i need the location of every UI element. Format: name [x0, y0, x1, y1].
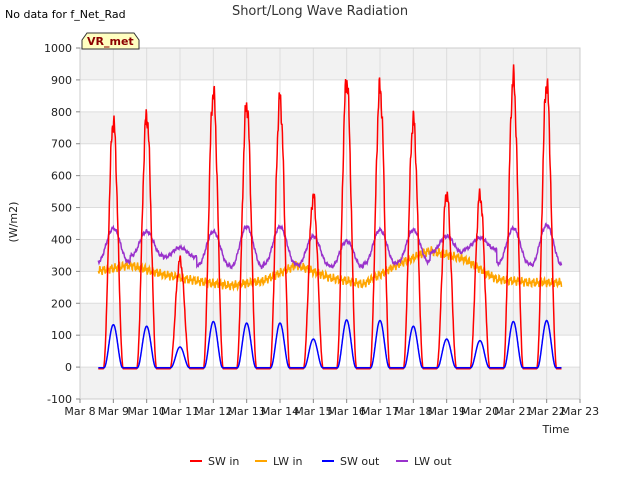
plot-frame	[79, 47, 581, 400]
y-tick-label: 600	[51, 170, 72, 183]
x-tick-label: Mar 17	[361, 405, 399, 418]
x-tick-label: Mar 14	[261, 405, 299, 418]
plot-area	[79, 47, 581, 400]
series-lines	[97, 64, 563, 370]
legend-label: SW out	[340, 455, 380, 468]
grid-band	[80, 175, 580, 208]
badge-label: VR_met	[87, 35, 134, 48]
y-tick-label: 500	[51, 202, 72, 215]
legend-label: LW in	[273, 455, 303, 468]
y-tick-label: 1000	[44, 42, 72, 55]
grid-band	[80, 111, 580, 144]
sw-in-line	[98, 64, 562, 370]
y-tick-label: -100	[47, 393, 72, 406]
grid-band	[80, 48, 580, 80]
x-tick-label: Mar 10	[128, 405, 166, 418]
y-tick-label: 900	[51, 74, 72, 87]
plot-background	[80, 48, 580, 399]
no-data-note: No data for f_Net_Rad	[5, 8, 126, 21]
legend-label: LW out	[414, 455, 452, 468]
legend: SW in LW in SW out LW out	[190, 455, 452, 468]
y-tick-label: 100	[51, 329, 72, 342]
vr-met-badge: VR_met	[81, 32, 140, 50]
x-tick-label: Mar 13	[228, 405, 266, 418]
y-tick-label: 700	[51, 138, 72, 151]
x-tick-label: Mar 16	[328, 405, 366, 418]
grid-bands	[80, 48, 580, 399]
y-axis: -100 0 100 200 300 400 500 600 700 800 900 1000	[44, 42, 80, 406]
x-tick-label: Mar 8	[64, 405, 95, 418]
x-tick-label: Mar 18	[394, 405, 432, 418]
y-tick-label: 400	[51, 233, 72, 246]
x-tick-label: Mar 12	[194, 405, 232, 418]
x-tick-label: Mar 19	[428, 405, 466, 418]
y-tick-label: 200	[51, 297, 72, 310]
badge-background	[81, 32, 140, 50]
y-tick-label: 0	[65, 361, 72, 374]
x-tick-label: Mar 9	[98, 405, 129, 418]
lw-out-line	[97, 222, 563, 270]
x-tick-label: Mar 23	[561, 405, 599, 418]
chart-title: Short/Long Wave Radiation	[232, 4, 408, 19]
x-tick-label: Mar 11	[161, 405, 199, 418]
legend-label: SW in	[208, 455, 239, 468]
grid-band	[80, 303, 580, 336]
sw-out-line	[98, 319, 562, 369]
x-tick-label: Mar 21	[494, 405, 532, 418]
y-tick-label: 800	[51, 106, 72, 119]
x-tick-label: Mar 22	[528, 405, 566, 418]
x-tick-label: Mar 15	[294, 405, 332, 418]
y-tick-label: 300	[51, 265, 72, 278]
x-tick-label: Mar 20	[461, 405, 499, 418]
x-axis-label: Time	[542, 423, 570, 436]
grid-band	[80, 367, 580, 399]
y-axis-label: (W/m2)	[7, 202, 20, 243]
